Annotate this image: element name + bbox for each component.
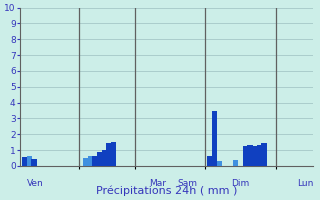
Bar [92,156,98,166]
Bar [31,159,36,166]
Text: Lun: Lun [297,179,313,188]
Bar [243,146,248,166]
Bar [247,145,252,166]
Bar [212,111,217,166]
Text: Ven: Ven [27,179,44,188]
X-axis label: Précipitations 24h ( mm ): Précipitations 24h ( mm ) [96,185,237,196]
Text: Mar: Mar [149,179,166,188]
Bar [27,156,32,166]
Bar [107,143,112,166]
Bar [102,150,107,166]
Bar [83,158,88,166]
Bar [111,142,116,166]
Bar [233,160,238,166]
Text: Dim: Dim [231,179,249,188]
Bar [88,156,93,166]
Bar [97,152,102,166]
Bar [261,143,267,166]
Bar [207,156,212,166]
Text: Sam: Sam [177,179,197,188]
Bar [22,157,27,166]
Bar [217,161,222,166]
Bar [252,146,257,166]
Bar [257,145,262,166]
